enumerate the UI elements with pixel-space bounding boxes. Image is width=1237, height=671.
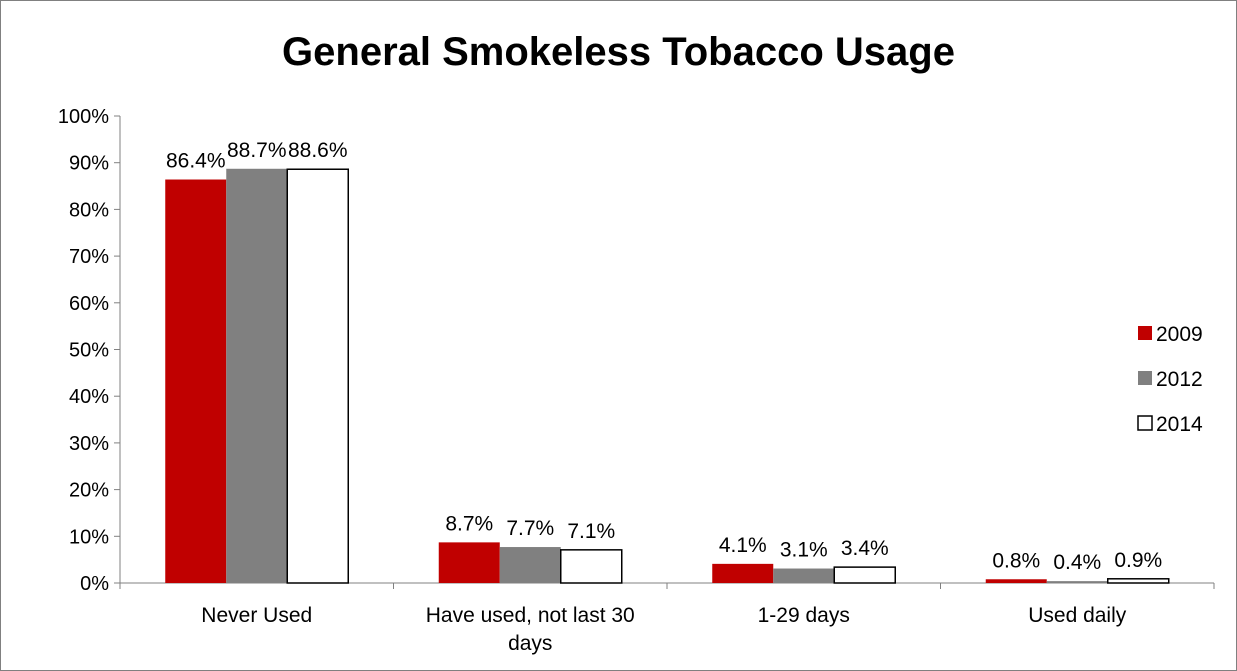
y-tick-label: 50% [69, 340, 109, 362]
bar-2009 [985, 579, 1047, 583]
bar-2014 [1107, 578, 1170, 584]
data-label-2009: 4.1% [719, 534, 767, 557]
bar-2009 [712, 563, 774, 583]
bar-2014 [286, 168, 349, 584]
x-category-label: 1-29 days [758, 604, 850, 627]
x-category-label: Used daily [1028, 604, 1127, 627]
bar-2009 [165, 179, 227, 583]
data-label-2009: 0.8% [992, 549, 1040, 572]
legend-swatch-2009 [1138, 326, 1152, 340]
y-tick-label: 0% [80, 573, 109, 595]
legend-swatch-2014 [1137, 415, 1153, 431]
y-tick-label: 20% [69, 480, 109, 502]
legend-label-2012: 2012 [1156, 368, 1203, 391]
bar-2012 [226, 168, 288, 583]
data-label-2014: 3.4% [841, 537, 889, 560]
y-tick-label: 30% [69, 433, 109, 455]
legend-swatch-2012 [1138, 371, 1152, 385]
y-tick-label: 100% [58, 106, 109, 128]
bar-2012 [773, 568, 835, 583]
bar-2012 [499, 547, 561, 583]
bar-2014 [560, 549, 623, 584]
legend-label-2014: 2014 [1156, 413, 1203, 436]
data-label-2009: 86.4% [166, 150, 226, 173]
data-label-2014: 0.9% [1114, 549, 1162, 572]
data-label-2012: 0.4% [1053, 551, 1101, 574]
data-label-2012: 7.7% [506, 517, 554, 540]
y-tick-label: 40% [69, 386, 109, 408]
bar-2009 [438, 542, 500, 583]
legend-label-2009: 2009 [1156, 323, 1203, 346]
chart-title: General Smokeless Tobacco Usage [282, 30, 955, 74]
data-label-2012: 88.7% [227, 139, 287, 162]
y-tick-label: 80% [69, 199, 109, 221]
data-label-2012: 3.1% [780, 539, 828, 562]
y-tick-label: 90% [69, 153, 109, 175]
data-label-2014: 88.6% [288, 139, 348, 162]
x-category-label: Never Used [201, 604, 312, 627]
y-tick-label: 70% [69, 246, 109, 268]
x-category-label: Have used, not last 30 [426, 604, 635, 627]
y-tick-label: 10% [69, 526, 109, 548]
data-label-2009: 8.7% [445, 512, 493, 535]
data-label-2014: 7.1% [567, 520, 615, 543]
bar-2012 [1046, 581, 1108, 583]
bar-2014 [833, 566, 896, 584]
x-category-label: days [508, 632, 552, 655]
y-tick-label: 60% [69, 293, 109, 315]
